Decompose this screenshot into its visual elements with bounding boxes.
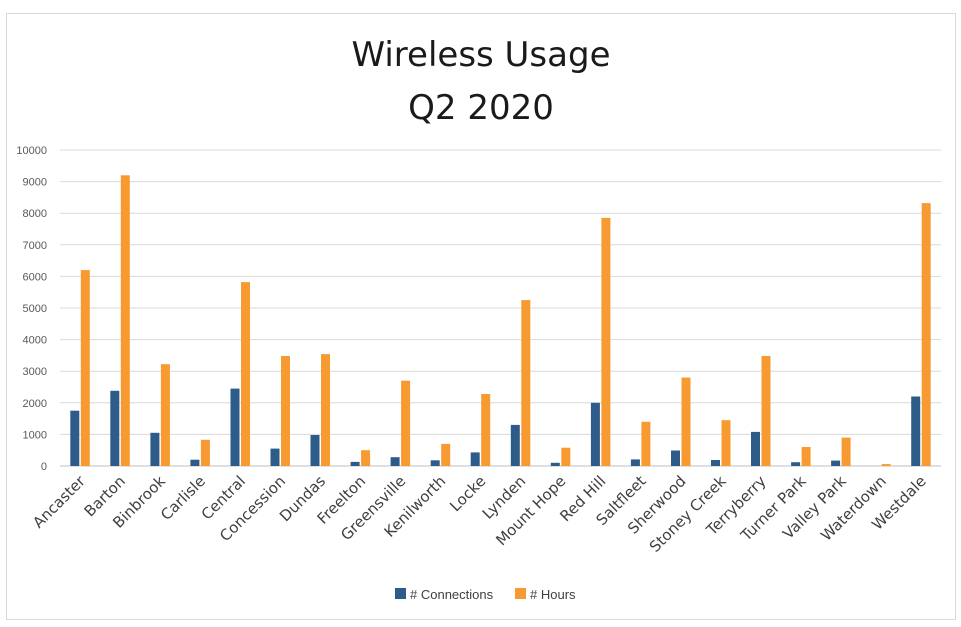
bar-hours: [321, 354, 330, 466]
bar-connections: [150, 432, 160, 466]
bar-connections: [430, 460, 440, 466]
y-tick-label: 10000: [16, 145, 47, 157]
bar-hours: [601, 217, 611, 466]
y-tick-label: 3000: [23, 366, 47, 378]
bar-connections: [110, 390, 120, 466]
bar-hours: [80, 270, 90, 466]
bar-hours: [241, 282, 250, 466]
bar-hours: [160, 364, 170, 466]
bar-hours: [200, 439, 210, 466]
bar-hours: [921, 203, 931, 466]
bar-hours: [761, 356, 771, 466]
legend-label-hours: # Hours: [530, 587, 576, 602]
bar-hours: [521, 300, 531, 466]
bar-connections: [831, 460, 841, 466]
gridlines: [60, 149, 941, 467]
bars: [70, 175, 931, 467]
legend-swatch-connections: [395, 588, 406, 599]
bar-hours: [721, 420, 731, 466]
bar-hours: [681, 377, 691, 466]
bar-connections: [751, 431, 760, 466]
y-tick-label: 5000: [23, 303, 47, 315]
bar-connections: [230, 388, 240, 466]
bar-connections: [350, 461, 360, 466]
y-tick-label: 4000: [23, 335, 47, 347]
bar-connections: [70, 410, 80, 466]
y-tick-label: 1000: [23, 429, 47, 441]
x-axis-ticks: AncasterBartonBinbrookCarlisleCentralCon…: [29, 472, 930, 556]
bar-connections: [270, 448, 280, 466]
bar-connections: [510, 424, 520, 466]
bar-hours: [120, 175, 130, 467]
bar-connections: [590, 402, 600, 466]
bar-connections: [310, 435, 320, 466]
bar-hours: [481, 394, 491, 466]
bar-hours: [281, 356, 290, 466]
y-tick-label: 2000: [23, 398, 47, 410]
bar-hours: [841, 437, 851, 466]
y-axis-ticks: 0 1000 2000 3000 4000 5000 6000 7000 8000 9000 100…: [16, 145, 47, 473]
y-tick-label: 6000: [23, 271, 47, 283]
bar-hours: [641, 421, 651, 466]
y-tick-label: 7000: [23, 240, 47, 252]
x-tick-label: Carlisle: [157, 472, 209, 524]
chart-title-line-2: Q2 2020: [408, 88, 554, 128]
bar-connections: [390, 457, 400, 466]
bar-connections: [791, 462, 801, 466]
chart-frame: [6, 13, 956, 620]
bar-connections: [630, 459, 640, 466]
y-tick-label: 0: [41, 461, 47, 473]
bar-hours: [441, 443, 451, 466]
x-tick-label: Ancaster: [29, 472, 89, 532]
bar-connections: [550, 462, 560, 466]
legend-swatch-hours: [515, 588, 526, 599]
y-tick-label: 9000: [23, 177, 47, 189]
bar-hours: [401, 380, 411, 466]
legend-label-connections: # Connections: [410, 587, 494, 602]
chart-title-line-1: Wireless Usage: [351, 35, 610, 75]
bar-connections: [470, 452, 480, 466]
legend: # Connections # Hours: [395, 587, 576, 602]
bar-hours: [561, 447, 571, 466]
bar-connections: [671, 450, 680, 466]
bar-hours: [881, 464, 891, 466]
bar-hours: [361, 450, 371, 466]
bar-hours: [801, 447, 811, 466]
bar-connections: [911, 396, 921, 466]
y-tick-label: 8000: [23, 208, 47, 220]
bar-connections: [711, 460, 720, 466]
bar-connections: [190, 459, 200, 466]
